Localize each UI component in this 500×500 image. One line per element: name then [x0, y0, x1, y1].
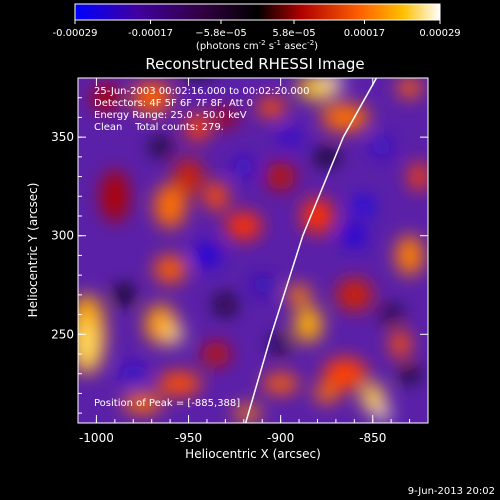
colorbar-tick-label: -0.00017 [128, 28, 173, 39]
x-axis-label: Heliocentric X (arcsec) [185, 447, 321, 461]
heatmap-blob [322, 78, 343, 90]
heatmap-blob [342, 223, 367, 248]
colorbar-label: (photons cm-2 s-1 asec-2) [196, 39, 318, 52]
heatmap-area [78, 78, 428, 423]
heatmap-blob [213, 107, 238, 128]
heatmap-blob [215, 294, 236, 315]
x-tick-label: -950 [175, 431, 202, 445]
date-stamp: 9-Jun-2013 20:02 [408, 486, 495, 497]
x-tick-label: -850 [359, 431, 386, 445]
heatmap-blob [154, 255, 187, 284]
heatmap-blob [202, 342, 231, 366]
heatmap-blob [154, 184, 187, 229]
heatmap-blob [204, 182, 229, 211]
heatmap-blob [287, 284, 312, 305]
heatmap-blob [321, 103, 370, 132]
heatmap-blob [301, 198, 334, 234]
colorbar-tick-label: −5.8e−05 [195, 28, 247, 39]
colorbar-ticks: -0.00029 -0.00017 −5.8e−05 5.8e−05 0.00017 0.… [53, 20, 461, 39]
annotation-detectors: Detectors: 4F 5F 6F 7F 8F, Att 0 [94, 98, 253, 109]
heatmap-blob [91, 83, 120, 112]
heatmap-blob [371, 137, 392, 157]
x-axis-ticks: -1000 -950 -900 -850 [77, 78, 429, 445]
colorbar-tick-label: 0.00029 [419, 28, 460, 39]
heatmap-blob [122, 393, 163, 414]
heatmap-blob [408, 162, 428, 191]
y-axis-label: Heliocentric Y (arcsec) [26, 183, 40, 318]
heatmap-blob [395, 235, 424, 276]
chart-title: Reconstructed RHESSI Image [145, 55, 364, 73]
heatmap-blob [121, 363, 146, 384]
heatmap-blob [157, 371, 202, 396]
solar-limb-curve [244, 78, 378, 423]
heatmap-blob [233, 156, 254, 177]
y-tick-label: 250 [51, 327, 74, 341]
colorbar [74, 3, 441, 21]
peak-position-label: Position of Peak = [-885,388] [94, 398, 240, 409]
heatmap-blob [233, 405, 262, 422]
x-tick-label: -900 [267, 431, 294, 445]
colorbar-tick-label: 5.8e−05 [272, 28, 315, 39]
heatmap-blob [323, 357, 368, 390]
heatmap-blob [381, 306, 402, 323]
heatmap-blob [174, 158, 203, 195]
heatmap-blob [100, 170, 129, 223]
heatmap-blob [390, 330, 411, 359]
heatmap-blob [360, 383, 385, 412]
colorbar-tick-label: 0.00017 [344, 28, 385, 39]
annotation-time-range: 25-Jun-2003 00:02:16.000 to 00:02:20.000 [94, 86, 310, 97]
heatmap-blob [262, 373, 299, 394]
heatmap-blob [192, 243, 221, 268]
heatmap-blob [257, 97, 286, 118]
heatmap-blob [252, 275, 273, 295]
heatmap-blob [314, 383, 339, 404]
heatmap-blob [78, 322, 98, 367]
heatmap-blob [150, 139, 171, 155]
y-tick-label: 350 [51, 130, 74, 144]
heatmap-blob [279, 129, 300, 146]
heatmap-blob [185, 113, 210, 142]
heatmap-blob [266, 162, 295, 191]
heatmap-blob [131, 81, 172, 114]
heatmap-blob [373, 405, 390, 422]
x-tick-label: -1000 [79, 431, 114, 445]
y-tick-label: 300 [51, 229, 74, 243]
heatmap-blob [270, 336, 291, 353]
heatmap-blob [225, 211, 262, 240]
heatmap-blob [164, 324, 183, 345]
heatmap-blob [336, 278, 373, 311]
colorbar-tick-label: -0.00029 [53, 28, 98, 39]
plot-frame [77, 77, 429, 424]
annotation-energy-range: Energy Range: 25.0 - 50.0 keV [94, 110, 247, 121]
heatmap-blob [114, 284, 135, 305]
heatmap-blob [399, 365, 420, 382]
heatmap-blob [397, 78, 422, 98]
heatmap-blobs [78, 78, 428, 422]
y-axis-ticks: 250 300 350 [51, 77, 428, 414]
heatmap-blob [294, 306, 323, 343]
annotation-clean-counts: Clean Total counts: 279. [94, 122, 224, 133]
heatmap-blob [314, 148, 339, 165]
heatmap-blob [353, 198, 374, 215]
